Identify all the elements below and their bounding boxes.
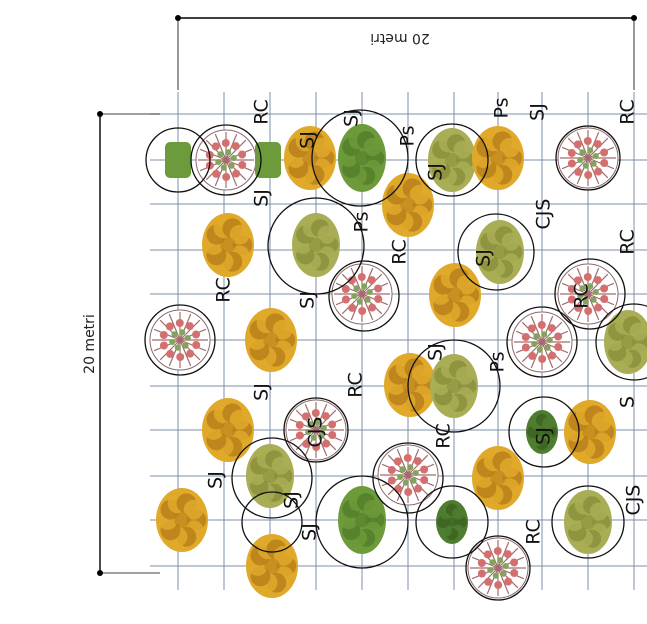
species-label: CJS xyxy=(305,417,327,448)
plant-yellow xyxy=(429,263,481,327)
species-label: S xyxy=(617,396,639,408)
plant-rose xyxy=(557,263,619,325)
species-label: SJ xyxy=(527,103,549,121)
species-label: SJ xyxy=(297,131,319,149)
canopy-circle xyxy=(328,260,400,332)
plant-rose xyxy=(149,309,211,371)
canopy-circle xyxy=(241,491,303,553)
species-label: SJ xyxy=(533,427,555,445)
species-label: RC xyxy=(345,372,367,398)
plant-yellow xyxy=(472,446,524,510)
species-label: SJ xyxy=(425,343,447,361)
species-label: SJ xyxy=(341,109,363,127)
canopy-circle xyxy=(144,304,216,376)
species-label: SJ xyxy=(425,163,447,181)
canopy-circle xyxy=(415,123,489,197)
canopy-circle xyxy=(231,437,313,519)
species-label: RC xyxy=(433,423,455,449)
species-label: RC xyxy=(617,229,639,255)
species-label: RC xyxy=(523,519,545,545)
canopy-circle xyxy=(267,197,365,295)
canopy-circle xyxy=(551,485,625,559)
species-label: RC xyxy=(571,283,593,309)
species-label: RC xyxy=(617,99,639,125)
plant-green xyxy=(338,124,386,192)
canopy-circle xyxy=(372,442,444,514)
species-label: SJ xyxy=(299,523,321,541)
canopy-circle xyxy=(465,535,531,601)
species-label: RC xyxy=(213,277,235,303)
species-label: SJ xyxy=(473,249,495,267)
plant-yellow xyxy=(246,534,298,598)
plant-olive xyxy=(246,444,294,508)
canopy-circle xyxy=(190,124,262,196)
species-label: SJ xyxy=(251,383,273,401)
species-label: RC xyxy=(389,239,411,265)
plant-yellow xyxy=(564,400,616,464)
canopy-circle xyxy=(555,125,621,191)
plant-rose xyxy=(467,537,529,599)
plant-olive xyxy=(430,354,478,418)
plant-green xyxy=(255,142,281,178)
species-label: Ps xyxy=(491,97,513,118)
plant-rose xyxy=(377,444,439,506)
canopy-circle xyxy=(283,397,349,463)
plant-rose xyxy=(195,129,257,191)
plant-olive xyxy=(292,213,340,277)
left-dimension-label: 20 metri xyxy=(82,314,98,374)
plant-green xyxy=(338,486,386,554)
species-label: SJ xyxy=(251,189,273,207)
canopy-circle xyxy=(554,258,626,330)
species-label: CJS xyxy=(533,199,555,230)
plant-yellow xyxy=(202,398,254,462)
species-label: RC xyxy=(251,99,273,125)
top-dimension-label: 20 metri xyxy=(370,30,430,46)
species-label: CJS xyxy=(623,485,645,516)
plant-olive xyxy=(428,128,476,192)
canopy-circle xyxy=(506,306,578,378)
canopy-circle xyxy=(595,303,647,381)
canopy-circle xyxy=(311,109,409,207)
species-label: Ps xyxy=(397,125,419,146)
plant-yellow xyxy=(472,126,524,190)
plant-yellow xyxy=(156,488,208,552)
plant-olive xyxy=(564,490,612,554)
plant-yellow xyxy=(384,353,436,417)
left-dimension: 20 metri xyxy=(82,111,160,576)
species-label: SJ xyxy=(281,491,303,509)
canopy-circle xyxy=(145,127,211,193)
plant-rose xyxy=(511,311,573,373)
species-label: Ps xyxy=(487,351,509,372)
plant-rose xyxy=(557,127,619,189)
canopy-circles xyxy=(144,109,647,601)
species-label: Ps xyxy=(351,211,373,232)
plant-dark xyxy=(436,500,468,544)
plant-yellow xyxy=(245,308,297,372)
plant-yellow xyxy=(382,173,434,237)
plant-dark xyxy=(526,410,558,454)
plant-olive xyxy=(604,310,647,374)
top-dimension: 20 metri xyxy=(175,15,637,90)
canopy-circle xyxy=(415,485,489,559)
species-label: SJ xyxy=(297,291,319,309)
plant-green xyxy=(165,142,191,178)
canopy-circle xyxy=(457,213,535,291)
plant-rose xyxy=(331,263,393,325)
plant-yellow xyxy=(202,213,254,277)
plant-olive xyxy=(476,220,524,284)
species-label: SJ xyxy=(205,471,227,489)
plant-symbols xyxy=(149,124,647,599)
plant-rose xyxy=(285,399,347,461)
canopy-circle xyxy=(315,475,409,569)
canopy-circle xyxy=(407,339,501,433)
canopy-circle xyxy=(508,396,580,468)
species-labels: RC SJ SJ Ps Ps SJ RC SJ SJ Ps RC SJ CJS RC RC SJ RC SJ RC S… xyxy=(205,97,645,544)
plant-yellow xyxy=(284,126,336,190)
